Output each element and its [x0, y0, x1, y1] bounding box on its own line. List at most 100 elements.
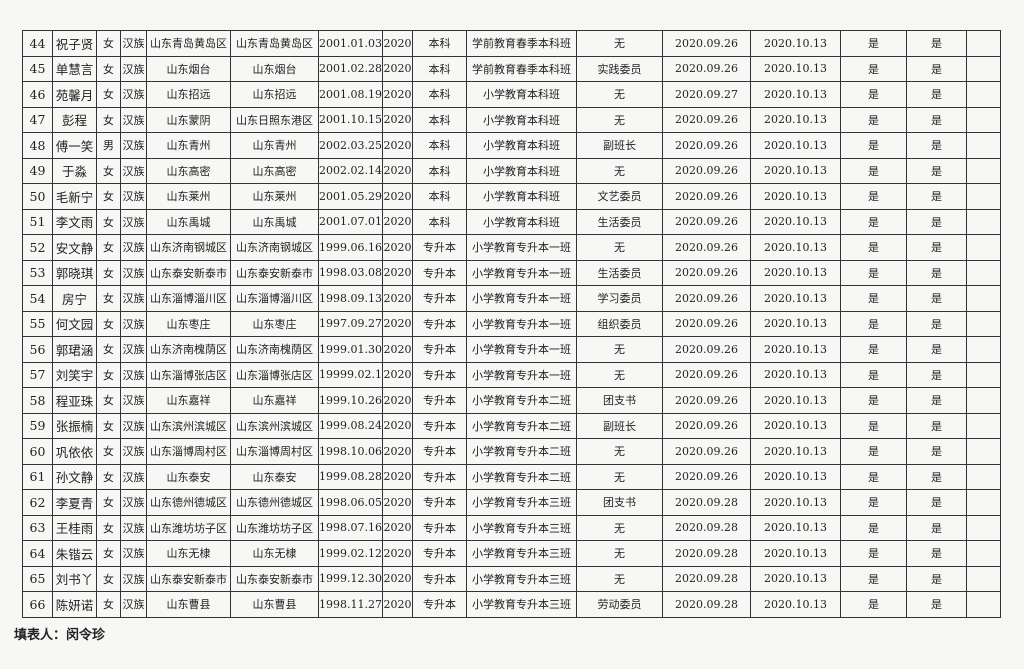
table-cell: 2020.10.13	[750, 514, 841, 541]
table-cell: 是	[840, 208, 907, 235]
table-cell: 汉族	[120, 106, 147, 133]
table-cell: 专升本	[412, 387, 467, 414]
table-cell: 生活委员	[576, 208, 663, 235]
table-row: 49 于淼女汉族 山东高密 山东高密 2002.02.14 2020 本科 小学教育本科班无 2…	[22, 157, 1001, 184]
table-cell: 女	[96, 30, 121, 57]
table-cell: 女	[96, 55, 121, 82]
table-row: 58 程亚珠女汉族 山东嘉祥 山东嘉祥 1999.10.26 2020 专升本 小学教育专升本…	[22, 387, 1001, 414]
empty-cell	[966, 30, 1001, 57]
table-cell: 专升本	[412, 285, 467, 312]
table-cell: 无	[576, 361, 663, 388]
table-cell: 1997.09.27	[318, 310, 383, 337]
table-cell: 汉族	[120, 132, 147, 159]
table-cell: 57	[22, 361, 53, 388]
table-cell: 是	[906, 259, 967, 286]
table-cell: 山东日照东港区	[230, 106, 319, 133]
table-cell: 女	[96, 183, 121, 210]
table-cell: 无	[576, 336, 663, 363]
table-cell: 1999.02.12	[318, 540, 383, 567]
table-cell: 2020.09.26	[662, 55, 751, 82]
table-cell: 专升本	[412, 489, 467, 516]
table-cell: 汉族	[120, 30, 147, 57]
table-row: 64 朱锴云女汉族 山东无棣 山东无棣 1999.02.12 2020 专升本 小学教育专升本…	[22, 540, 1001, 567]
table-cell: 山东济南槐荫区	[146, 336, 231, 363]
table-cell: 是	[840, 132, 907, 159]
table-cell: 巩依依	[52, 438, 97, 465]
table-cell: 是	[840, 285, 907, 312]
table-cell: 2020.10.13	[750, 55, 841, 82]
table-cell: 是	[840, 310, 907, 337]
empty-cell	[966, 438, 1001, 465]
table-cell: 2020	[382, 208, 413, 235]
table-cell: 汉族	[120, 259, 147, 286]
table-cell: 2020	[382, 336, 413, 363]
table-cell: 专升本	[412, 540, 467, 567]
table-cell: 2020.10.13	[750, 438, 841, 465]
table-cell: 团支书	[576, 489, 663, 516]
table-cell: 65	[22, 565, 53, 592]
table-cell: 山东烟台	[146, 55, 231, 82]
table-cell: 是	[840, 336, 907, 363]
table-cell: 房宁	[52, 285, 97, 312]
table-cell: 无	[576, 438, 663, 465]
table-cell: 于淼	[52, 157, 97, 184]
table-cell: 是	[906, 514, 967, 541]
table-cell: 无	[576, 540, 663, 567]
table-cell: 2020.09.26	[662, 30, 751, 57]
table-cell: 2020.09.26	[662, 208, 751, 235]
table-row: 65 刘书丫女汉族 山东泰安新泰市 山东泰安新泰市 1999.12.30 2020 专升本小…	[22, 565, 1001, 592]
table-cell: 2020	[382, 30, 413, 57]
table-cell: 汉族	[120, 310, 147, 337]
empty-cell	[966, 157, 1001, 184]
table-cell: 56	[22, 336, 53, 363]
table-cell: 2020.10.13	[750, 106, 841, 133]
table-cell: 2020	[382, 565, 413, 592]
table-cell: 朱锴云	[52, 540, 97, 567]
table-cell: 专升本	[412, 591, 467, 618]
table-cell: 2020	[382, 259, 413, 286]
table-cell: 山东曹县	[146, 591, 231, 618]
table-cell: 山东德州德城区	[146, 489, 231, 516]
empty-cell	[966, 361, 1001, 388]
table-cell: 小学教育本科班	[466, 106, 577, 133]
table-cell: 2001.08.19	[318, 81, 383, 108]
table-cell: 2020.10.13	[750, 412, 841, 439]
table-cell: 本科	[412, 30, 467, 57]
table-cell: 女	[96, 106, 121, 133]
table-cell: 2020	[382, 412, 413, 439]
table-cell: 是	[906, 361, 967, 388]
table-cell: 副班长	[576, 132, 663, 159]
table-cell: 男	[96, 132, 121, 159]
table-cell: 陈妍诺	[52, 591, 97, 618]
table-cell: 2020.09.26	[662, 438, 751, 465]
table-cell: 彭程	[52, 106, 97, 133]
table-cell: 山东滨州滨城区	[230, 412, 319, 439]
table-cell: 汉族	[120, 285, 147, 312]
table-cell: 王桂雨	[52, 514, 97, 541]
table-row: 44 祝子贤女汉族 山东青岛黄岛区 山东青岛黄岛区 2001.01.03 2020 本科 学前…	[22, 30, 1001, 57]
table-cell: 2001.07.01	[318, 208, 383, 235]
table-cell: 何文园	[52, 310, 97, 337]
table-cell: 副班长	[576, 412, 663, 439]
table-cell: 是	[906, 310, 967, 337]
table-cell: 女	[96, 463, 121, 490]
table-cell: 山东滨州滨城区	[146, 412, 231, 439]
table-cell: 无	[576, 30, 663, 57]
table-cell: 山东济南槐荫区	[230, 336, 319, 363]
table-cell: 44	[22, 30, 53, 57]
table-cell: 本科	[412, 55, 467, 82]
table-cell: 山东曹县	[230, 591, 319, 618]
table-cell: 1998.07.16	[318, 514, 383, 541]
table-cell: 2020.09.27	[662, 81, 751, 108]
table-cell: 小学教育专升本一班	[466, 336, 577, 363]
table-row: 53 郭晓琪女汉族 山东泰安新泰市 山东泰安新泰市 1998.03.08 2020 专升本小…	[22, 259, 1001, 286]
table-cell: 2001.10.15	[318, 106, 383, 133]
table-cell: 本科	[412, 132, 467, 159]
table-cell: 2020.09.28	[662, 514, 751, 541]
table-cell: 2020.10.13	[750, 310, 841, 337]
table-cell: 是	[840, 438, 907, 465]
empty-cell	[966, 55, 1001, 82]
table-cell: 51	[22, 208, 53, 235]
table-row: 52 安文静女汉族 山东济南钢城区 山东济南钢城区 1999.06.16 2020 专升本小…	[22, 234, 1001, 261]
